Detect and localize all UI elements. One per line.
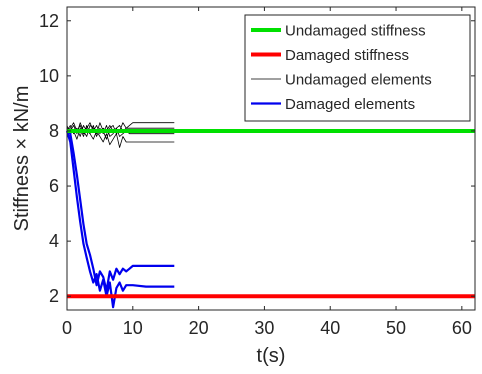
x-tick-label: 30	[254, 318, 274, 338]
x-axis: 0 10 20 30 40 50 60	[62, 7, 472, 338]
legend: Undamaged stiffness Damaged stiffness Unda…	[244, 14, 471, 122]
series-line-7	[66, 130, 175, 292]
plot-lines	[65, 122, 475, 309]
axes-box	[66, 6, 476, 311]
y-tick-label: 4	[49, 231, 59, 251]
legend-box	[244, 14, 471, 122]
x-tick-label: 20	[189, 318, 209, 338]
y-tick-label: 2	[49, 286, 59, 306]
series-line-2	[66, 122, 175, 140]
legend-label: Undamaged stiffness	[285, 23, 426, 40]
x-tick-label: 40	[320, 318, 340, 338]
legend-label: Undamaged elements	[285, 72, 432, 89]
y-tick-label: 10	[39, 66, 59, 86]
y-axis: 2 4 6 8 10 12	[39, 11, 475, 306]
x-tick-label: 50	[386, 318, 406, 338]
y-tick-label: 12	[39, 11, 59, 31]
x-tick-label: 0	[62, 318, 72, 338]
x-tick-label: 60	[452, 318, 472, 338]
y-axis-label: Stiffness × kN/m	[11, 86, 33, 232]
legend-label: Damaged stiffness	[285, 47, 409, 64]
y-tick-label: 6	[49, 176, 59, 196]
x-axis-label: t(s)	[257, 345, 286, 367]
x-tick-label: 10	[123, 318, 143, 338]
legend-label: Damaged elements	[285, 96, 415, 113]
y-tick-label: 8	[49, 121, 59, 141]
